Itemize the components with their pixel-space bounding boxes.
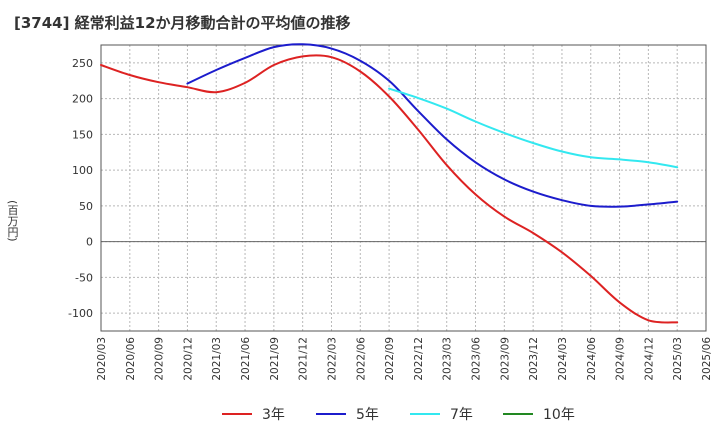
legend-label-5y: 5年 xyxy=(356,407,379,423)
legend-item-5y: 5年 xyxy=(316,402,379,426)
x-tick-label: 2020/12 xyxy=(182,337,194,381)
x-tick-label: 2022/12 xyxy=(413,337,425,381)
x-tick-label: 2022/06 xyxy=(355,337,367,381)
y-tick-label: 100 xyxy=(72,164,93,177)
legend-item-10y: 10年 xyxy=(503,402,575,426)
legend-swatch-10y xyxy=(503,413,533,415)
x-tick-label: 2025/06 xyxy=(701,337,713,381)
y-tick-label: 50 xyxy=(79,200,93,213)
x-tick-label: 2021/06 xyxy=(240,337,252,381)
legend-item-7y: 7年 xyxy=(410,402,473,426)
x-tick-label: 2022/09 xyxy=(384,337,396,381)
x-tick-label: 2020/09 xyxy=(154,337,166,381)
chart-title: [3744] 経常利益12か月移動合計の平均値の推移 xyxy=(14,14,351,32)
x-tick-label: 2020/06 xyxy=(125,337,137,381)
x-tick-label: 2024/03 xyxy=(557,337,569,381)
plot-border xyxy=(100,44,707,332)
y-tick-label: 200 xyxy=(72,93,93,106)
legend-swatch-7y xyxy=(410,413,440,415)
series-line-3y xyxy=(100,54,679,324)
x-tick-label: 2023/03 xyxy=(442,337,454,381)
legend-swatch-3y xyxy=(222,413,252,415)
legend-label-3y: 3年 xyxy=(262,407,285,423)
legend-swatch-5y xyxy=(316,413,346,415)
x-tick-label: 2021/03 xyxy=(211,337,223,381)
y-axis-label: (百万円) xyxy=(6,200,19,242)
x-tick-label: 2023/12 xyxy=(528,337,540,381)
y-tick-label: 150 xyxy=(72,128,93,141)
x-tick-label: 2025/03 xyxy=(672,337,684,381)
x-tick-label: 2022/03 xyxy=(326,337,338,381)
legend-item-3y: 3年 xyxy=(222,402,285,426)
x-tick-label: 2020/03 xyxy=(96,337,108,381)
legend-label-10y: 10年 xyxy=(543,407,575,423)
x-tick-label: 2024/06 xyxy=(586,337,598,381)
y-tick-label: 0 xyxy=(86,236,93,249)
x-tick-label: 2023/06 xyxy=(471,337,483,381)
y-tick-label: -50 xyxy=(75,271,93,284)
chart-legend: 3年 5年 7年 10年 xyxy=(0,402,720,426)
x-tick-label: 2024/09 xyxy=(615,337,627,381)
x-tick-label: 2021/09 xyxy=(269,337,281,381)
series-line-7y xyxy=(388,87,679,169)
legend-label-7y: 7年 xyxy=(450,407,473,423)
series-line-5y xyxy=(186,43,679,208)
x-tick-label: 2024/12 xyxy=(643,337,655,381)
x-tick-label: 2023/09 xyxy=(499,337,511,381)
y-tick-label: 250 xyxy=(72,57,93,70)
y-tick-label: -100 xyxy=(68,307,93,320)
x-tick-label: 2021/12 xyxy=(298,337,310,381)
